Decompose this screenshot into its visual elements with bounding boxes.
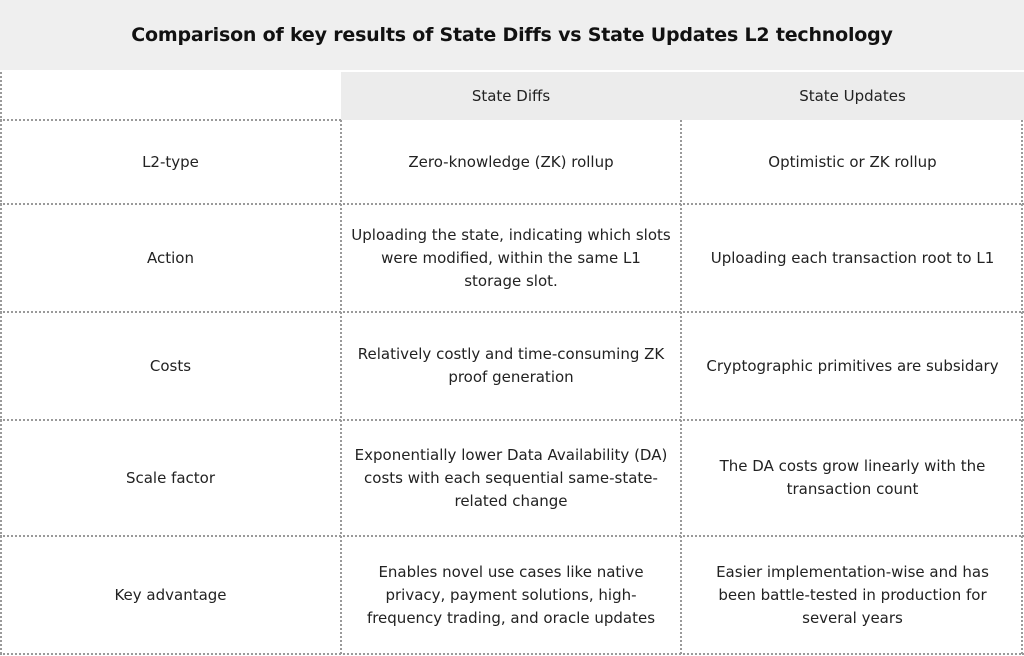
grid-line-row1 bbox=[0, 203, 1024, 205]
table-row: Key advantage Enables novel use cases li… bbox=[0, 536, 1024, 654]
table-row: Costs Relatively costly and time-consumi… bbox=[0, 312, 1024, 420]
header-empty-cell bbox=[0, 72, 341, 120]
grid-line-col2 bbox=[680, 120, 682, 654]
state-diffs-cell: Enables novel use cases like native priv… bbox=[341, 536, 681, 654]
state-updates-cell: The DA costs grow linearly with the tran… bbox=[681, 420, 1024, 536]
table-row: Scale factor Exponentially lower Data Av… bbox=[0, 420, 1024, 536]
table-title-bar: Comparison of key results of State Diffs… bbox=[0, 0, 1024, 70]
state-diffs-cell: Relatively costly and time-consuming ZK … bbox=[341, 312, 681, 420]
grid-line-col1 bbox=[340, 120, 342, 654]
header-row: State Diffs State Updates bbox=[0, 72, 1024, 120]
comparison-table: State Diffs State Updates L2-type Zero-k… bbox=[0, 72, 1024, 656]
table-row: Action Uploading the state, indicating w… bbox=[0, 204, 1024, 312]
state-diffs-text: Enables novel use cases like native priv… bbox=[366, 562, 656, 627]
header-state-updates: State Updates bbox=[681, 72, 1024, 120]
header-state-diffs: State Diffs bbox=[341, 72, 681, 120]
state-updates-text: Easier implementation-wise and has been … bbox=[716, 562, 989, 627]
grid-line-row2 bbox=[0, 311, 1024, 313]
grid-line-bottom bbox=[0, 653, 1024, 655]
grid-line-row4 bbox=[0, 535, 1024, 537]
state-updates-cell: Uploading each transaction root to L1 bbox=[681, 204, 1024, 312]
state-diffs-text: Relatively costly and time-consuming ZK … bbox=[357, 345, 665, 386]
grid-line-row3 bbox=[0, 419, 1024, 421]
state-diffs-cell: Exponentially lower Data Availability (D… bbox=[341, 420, 681, 536]
state-updates-text: Uploading each transaction root to L1 bbox=[710, 248, 995, 267]
state-updates-text: Cryptographic primitives are subsidary bbox=[706, 356, 999, 375]
grid-line-left bbox=[0, 72, 2, 654]
state-updates-cell: Easier implementation-wise and has been … bbox=[681, 536, 1024, 654]
state-updates-cell: Optimistic or ZK rollup bbox=[681, 120, 1024, 204]
state-diffs-text: Uploading the state, indicating which sl… bbox=[351, 225, 671, 290]
row-label: L2-type bbox=[142, 152, 199, 171]
table-row: L2-type Zero-knowledge (ZK) rollup Optim… bbox=[0, 120, 1024, 204]
row-label: Scale factor bbox=[125, 468, 216, 487]
row-label: Action bbox=[147, 248, 194, 267]
state-diffs-cell: Uploading the state, indicating which sl… bbox=[341, 204, 681, 312]
state-diffs-text: Exponentially lower Data Availability (D… bbox=[354, 445, 668, 510]
table-title: Comparison of key results of State Diffs… bbox=[131, 24, 893, 46]
state-updates-text: The DA costs grow linearly with the tran… bbox=[719, 457, 986, 498]
state-updates-text: Optimistic or ZK rollup bbox=[768, 152, 937, 171]
state-diffs-text: Zero-knowledge (ZK) rollup bbox=[408, 152, 614, 171]
grid-line-right bbox=[1021, 120, 1023, 654]
row-label: Costs bbox=[149, 356, 192, 375]
row-label: Key advantage bbox=[114, 585, 227, 604]
grid-line-header-left bbox=[0, 119, 341, 121]
state-updates-cell: Cryptographic primitives are subsidary bbox=[681, 312, 1024, 420]
state-diffs-cell: Zero-knowledge (ZK) rollup bbox=[341, 120, 681, 204]
